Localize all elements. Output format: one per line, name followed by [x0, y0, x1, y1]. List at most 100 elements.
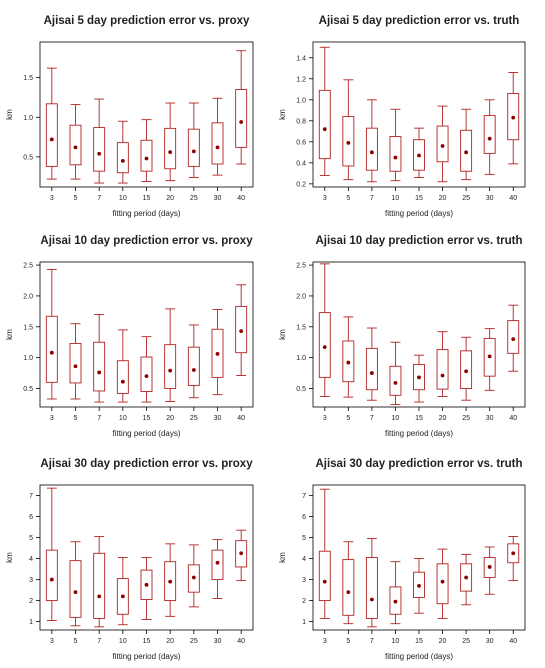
- x-tick-label: 20: [166, 638, 174, 645]
- box-40: [235, 529, 248, 582]
- x-tick-label: 3: [323, 415, 327, 422]
- box-20: [164, 543, 177, 617]
- x-tick-label: 10: [119, 195, 127, 202]
- y-axis-label: km: [278, 109, 287, 120]
- chart-title: Ajisai 30 day prediction error vs. truth: [315, 458, 522, 470]
- x-tick-label: 10: [119, 638, 127, 645]
- chart-title: Ajisai 10 day prediction error vs. proxy: [40, 235, 253, 247]
- box-iqr: [318, 89, 331, 160]
- x-axis-label: fitting period (days): [112, 429, 180, 438]
- chart-title: Ajisai 10 day prediction error vs. truth: [315, 235, 522, 247]
- median-point: [49, 137, 54, 142]
- x-tick-label: 30: [486, 195, 494, 202]
- y-tick-label: 7: [29, 493, 33, 500]
- x-tick-label: 15: [415, 415, 423, 422]
- y-tick-label: 1: [29, 619, 33, 626]
- box-iqr: [45, 315, 58, 383]
- y-tick-label: 2.5: [23, 263, 33, 270]
- box-15: [140, 336, 153, 403]
- x-tick-label: 7: [370, 195, 374, 202]
- median-point: [511, 551, 516, 556]
- median-point: [393, 381, 398, 385]
- x-tick-label: 40: [509, 415, 517, 422]
- box-iqr: [483, 115, 496, 154]
- box-20: [436, 548, 449, 619]
- box-iqr: [93, 127, 106, 172]
- x-tick-label: 20: [439, 415, 447, 422]
- box-7: [365, 538, 378, 628]
- box-5: [342, 79, 355, 181]
- y-axis-label: km: [5, 552, 14, 563]
- x-tick-label: 10: [392, 638, 400, 645]
- box-25: [187, 544, 200, 608]
- box-iqr: [318, 312, 331, 378]
- box-iqr: [507, 320, 520, 354]
- x-tick-label: 30: [486, 415, 494, 422]
- median-point: [120, 379, 125, 384]
- box-iqr: [436, 563, 449, 605]
- y-tick-label: 0.8: [296, 118, 306, 125]
- median-point: [487, 565, 492, 569]
- median-point: [511, 115, 516, 120]
- median-point: [322, 345, 327, 350]
- y-axis-label: km: [5, 109, 14, 120]
- box-30: [483, 546, 496, 595]
- median-point: [440, 144, 445, 148]
- median-point: [73, 364, 78, 369]
- median-point: [322, 127, 327, 132]
- box-iqr: [69, 124, 82, 166]
- y-tick-label: 1.5: [296, 324, 306, 331]
- y-tick-label: 0.5: [23, 386, 33, 393]
- median-point: [144, 582, 149, 587]
- median-point: [144, 374, 149, 379]
- box-15: [413, 558, 425, 614]
- x-tick-label: 10: [392, 195, 400, 202]
- box-20: [436, 105, 449, 183]
- y-tick-label: 4: [29, 556, 33, 563]
- median-point: [464, 150, 469, 155]
- median-point: [191, 149, 196, 154]
- box-15: [413, 354, 425, 403]
- chart-title: Ajisai 30 day prediction error vs. proxy: [40, 458, 253, 470]
- y-tick-label: 3: [302, 577, 306, 584]
- median-point: [440, 373, 445, 378]
- median-point: [393, 155, 398, 160]
- median-point: [49, 350, 54, 355]
- x-tick-label: 40: [509, 638, 517, 645]
- y-tick-label: 0.5: [23, 154, 33, 161]
- y-tick-label: 0.5: [296, 386, 306, 393]
- box-iqr: [69, 560, 82, 618]
- x-tick-label: 10: [119, 415, 127, 422]
- box-iqr: [436, 125, 449, 163]
- median-point: [487, 136, 492, 141]
- box-25: [187, 324, 200, 399]
- box-iqr: [69, 342, 82, 384]
- x-tick-label: 5: [346, 638, 350, 645]
- box-iqr: [318, 550, 331, 602]
- median-point: [440, 579, 445, 584]
- box-iqr: [187, 346, 200, 386]
- box-10: [389, 341, 402, 405]
- box-iqr: [211, 122, 224, 165]
- median-point: [168, 368, 173, 373]
- median-point: [215, 352, 220, 356]
- x-tick-label: 5: [346, 415, 350, 422]
- x-tick-label: 40: [237, 195, 245, 202]
- x-tick-label: 5: [74, 638, 78, 645]
- box-3: [318, 263, 331, 397]
- box-20: [164, 102, 177, 182]
- box-30: [211, 97, 224, 176]
- y-axis-label: km: [278, 552, 287, 563]
- x-tick-label: 30: [214, 638, 222, 645]
- box-30: [211, 309, 224, 396]
- x-tick-label: 3: [50, 638, 54, 645]
- box-iqr: [365, 127, 378, 171]
- y-tick-label: 4: [302, 556, 306, 563]
- box-20: [164, 308, 177, 402]
- box-iqr: [187, 128, 200, 167]
- median-point: [239, 120, 244, 124]
- box-3: [45, 487, 58, 621]
- x-tick-label: 20: [439, 195, 447, 202]
- y-tick-label: 1.2: [296, 76, 306, 83]
- x-tick-label: 25: [462, 415, 470, 422]
